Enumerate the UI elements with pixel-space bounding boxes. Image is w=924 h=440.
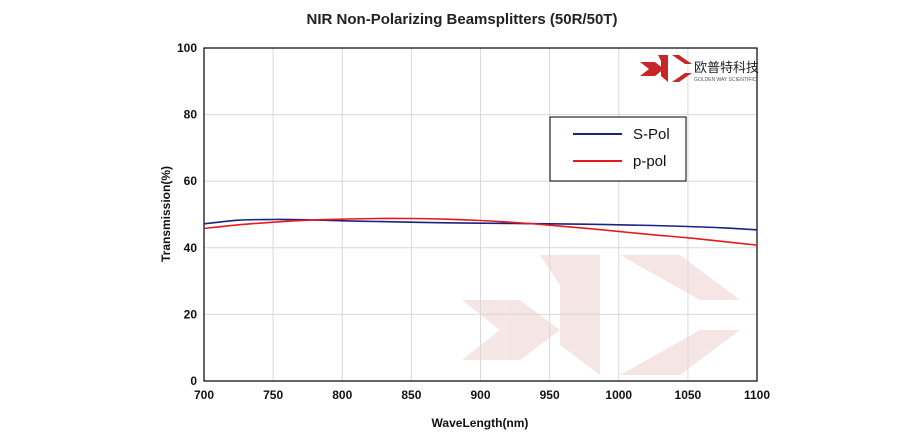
x-tick-label: 950 bbox=[540, 388, 560, 402]
series-line-p-pol bbox=[203, 217, 758, 246]
x-tick-label: 1000 bbox=[605, 388, 632, 402]
series-lines bbox=[203, 217, 758, 246]
y-tick-label: 20 bbox=[184, 307, 198, 321]
y-tick-label: 0 bbox=[190, 374, 197, 388]
y-axis-label: Transmission(%) bbox=[159, 166, 173, 262]
x-tick-label: 900 bbox=[470, 388, 490, 402]
x-tick-label: 850 bbox=[401, 388, 421, 402]
x-tick-label: 750 bbox=[263, 388, 283, 402]
legend-label-s-pol: S-Pol bbox=[633, 126, 670, 143]
y-tick-label: 100 bbox=[177, 41, 197, 55]
x-axis-label: WaveLength(nm) bbox=[432, 416, 529, 430]
brand-logo: 欧普特科技 GOLDEN WAY SCIENTIFIC bbox=[640, 55, 759, 83]
legend: S-Pol p-pol bbox=[549, 116, 687, 182]
legend-label-p-pol: p-pol bbox=[633, 153, 666, 170]
y-tick-label: 40 bbox=[184, 241, 198, 255]
brand-name-cn: 欧普特科技 bbox=[694, 61, 759, 76]
watermark-logo bbox=[462, 255, 740, 375]
grid-lines bbox=[204, 48, 757, 381]
brand-logo-mark bbox=[640, 55, 692, 82]
x-tick-label: 800 bbox=[332, 388, 352, 402]
x-tick-label: 700 bbox=[194, 388, 214, 402]
x-tick-label: 1100 bbox=[744, 388, 770, 402]
x-tick-label: 1050 bbox=[675, 388, 702, 402]
y-tick-labels: 0 20 40 60 80 100 bbox=[177, 41, 197, 388]
x-tick-labels: 700 750 800 850 900 950 1000 1050 1100 bbox=[194, 388, 770, 402]
plot-frame bbox=[203, 47, 758, 382]
brand-name-en: GOLDEN WAY SCIENTIFIC bbox=[694, 77, 757, 83]
series-line-s-pol bbox=[203, 218, 758, 231]
chart-title: NIR Non-Polarizing Beamsplitters (50R/50… bbox=[307, 11, 618, 28]
legend-box bbox=[549, 116, 687, 182]
y-tick-label: 60 bbox=[184, 174, 198, 188]
y-tick-label: 80 bbox=[184, 108, 198, 122]
